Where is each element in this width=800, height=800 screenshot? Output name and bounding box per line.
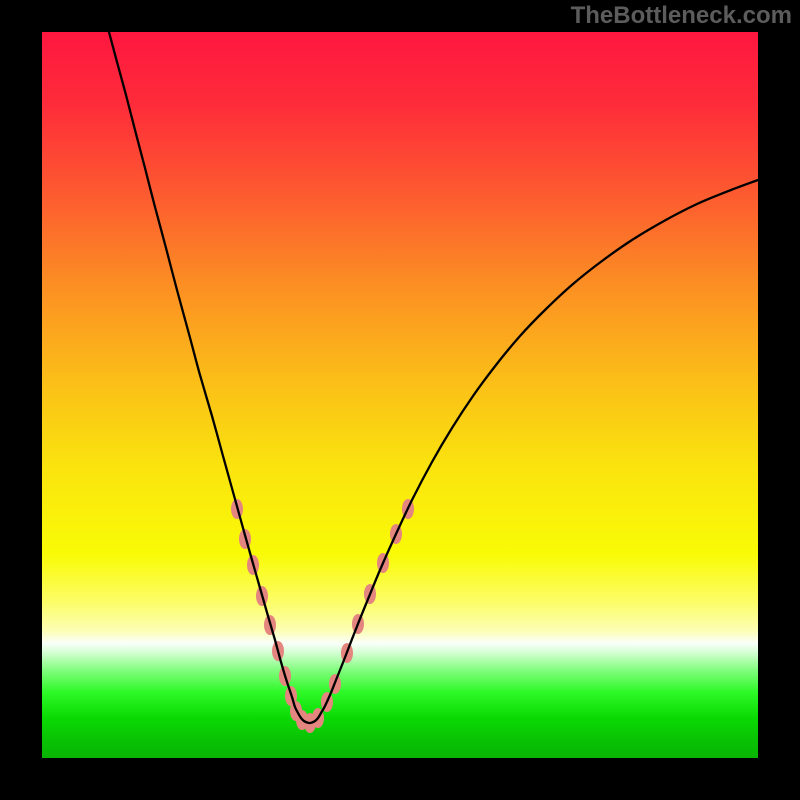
watermark-label: TheBottleneck.com [571, 2, 792, 30]
chart-root: TheBottleneck.com [0, 0, 800, 800]
bottleneck-chart [0, 0, 800, 800]
plot-background [42, 32, 758, 758]
